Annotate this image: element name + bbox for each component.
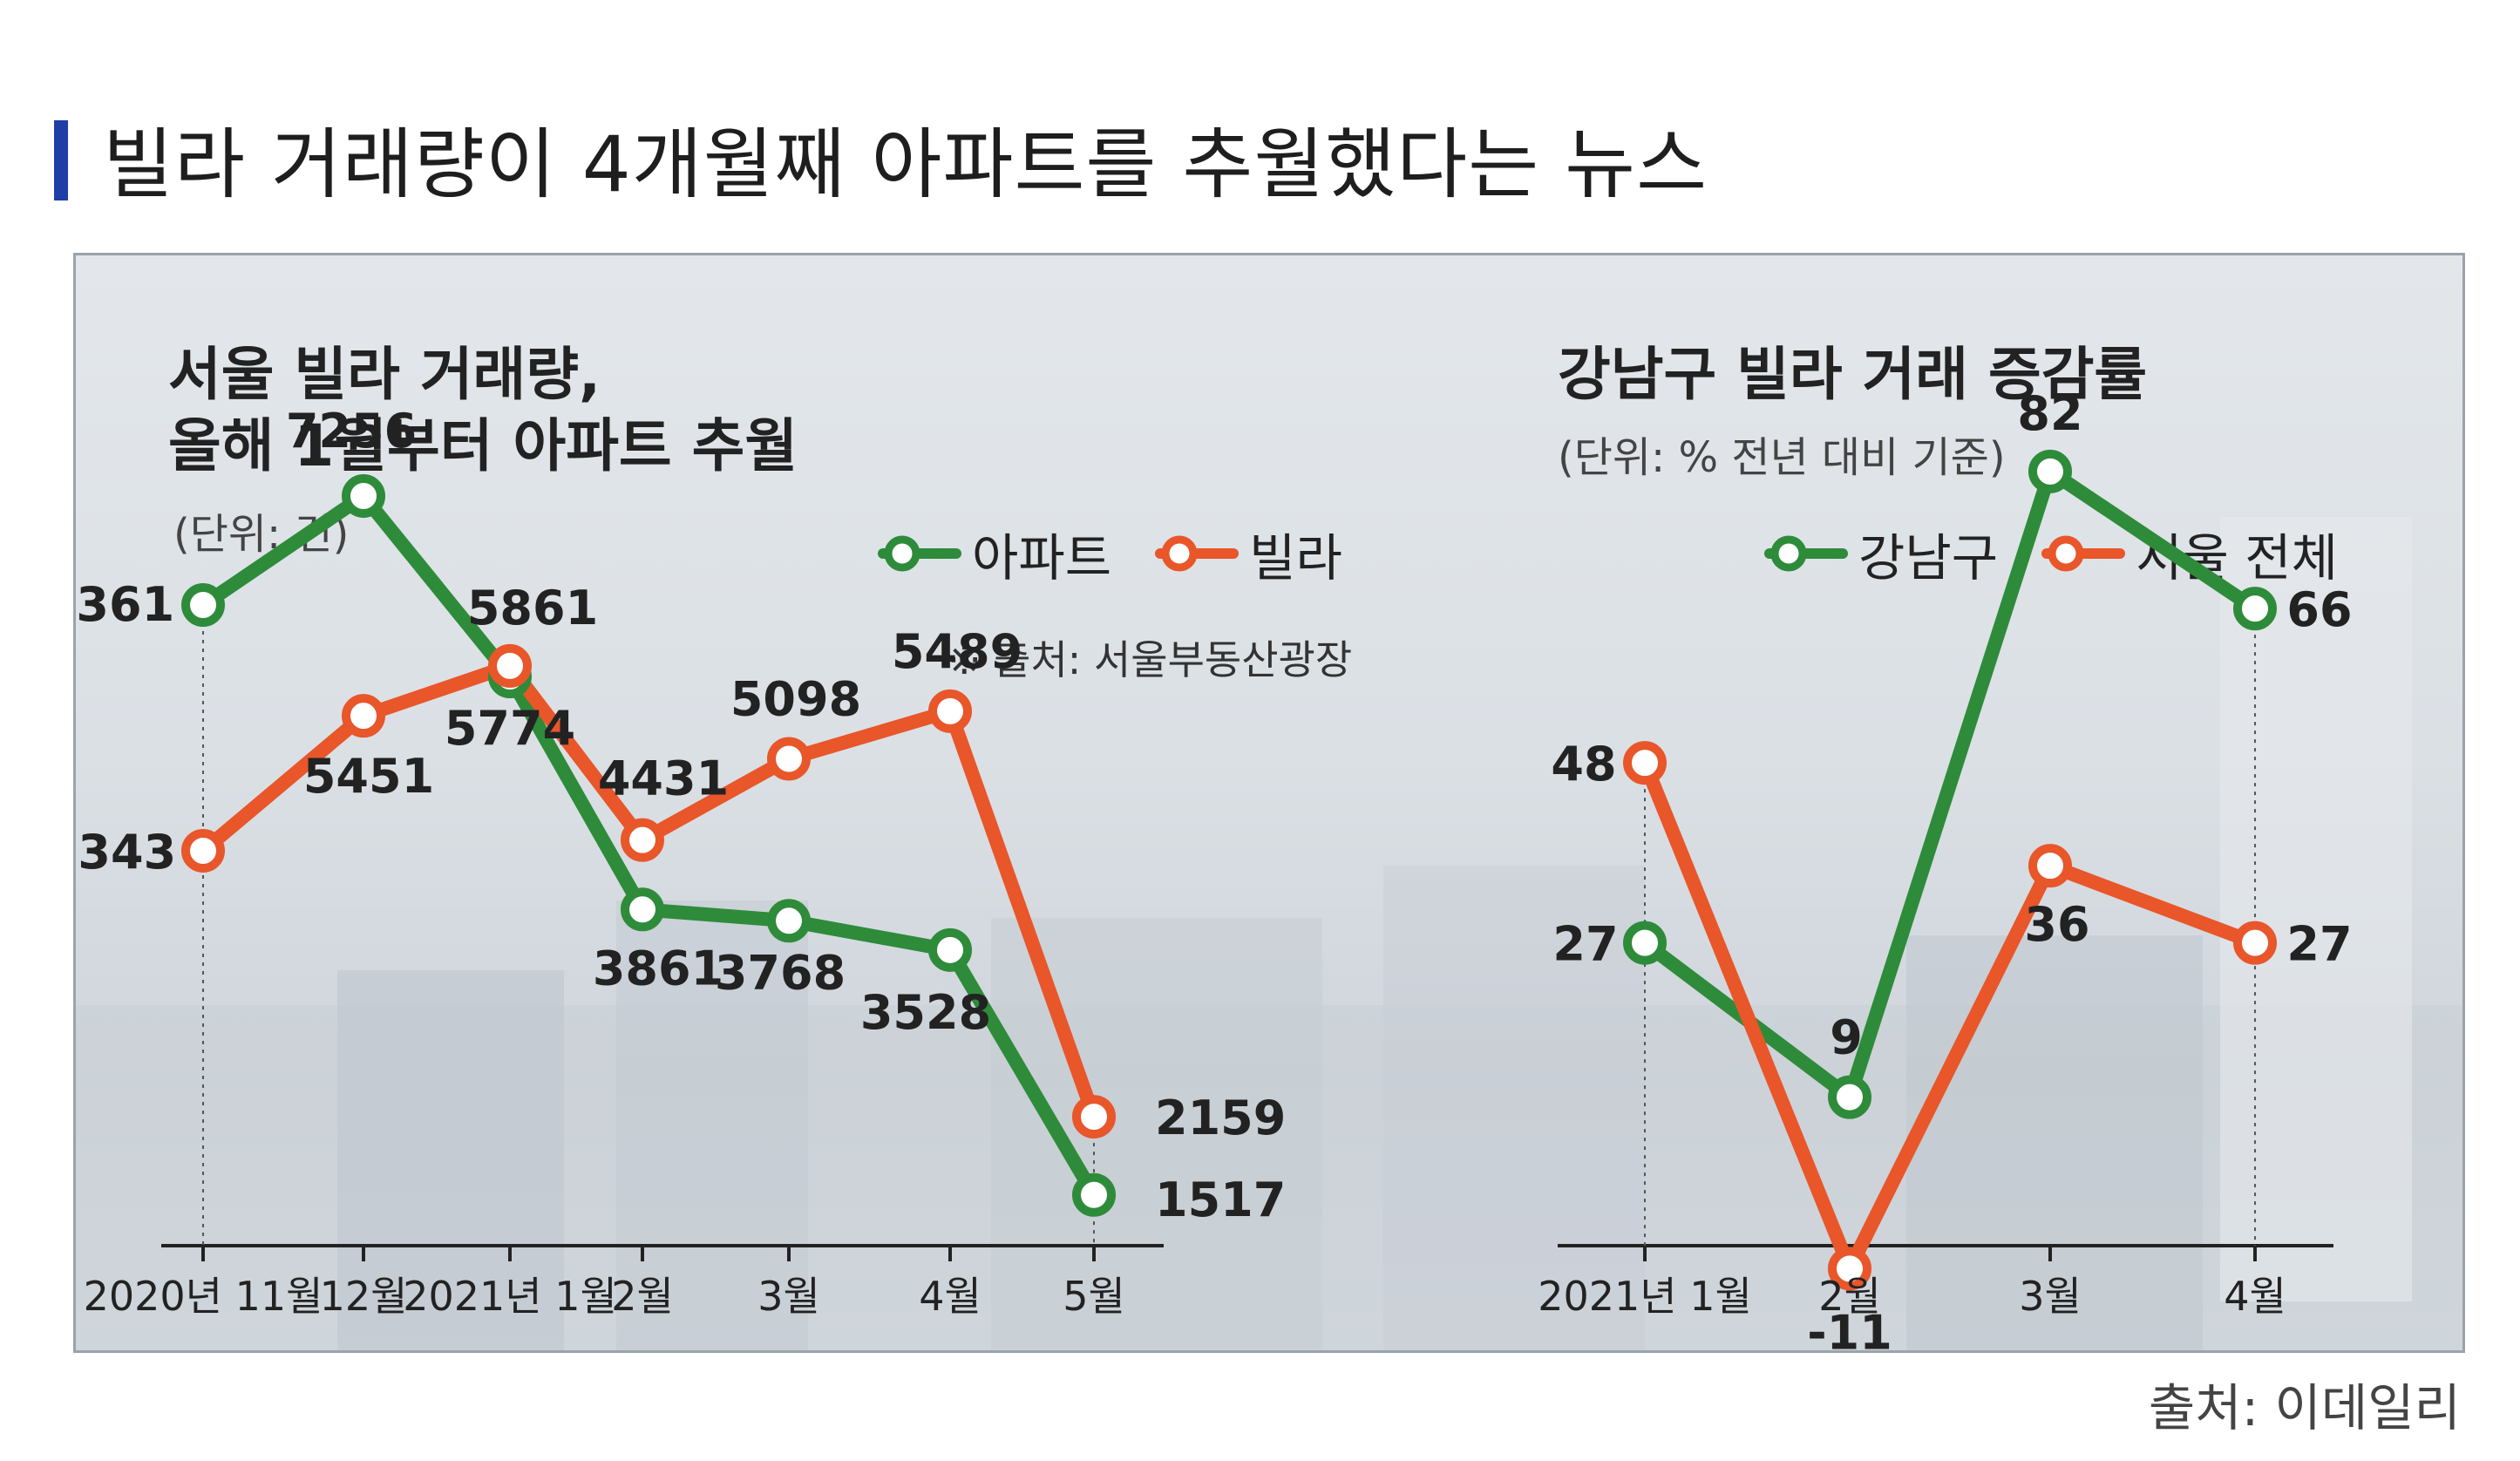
chart2-point-0 bbox=[2028, 449, 2072, 493]
chart1-title-line1: 서울 빌라 거래량, bbox=[168, 341, 601, 408]
chart2-point-0 bbox=[1623, 921, 1667, 965]
chart2-point-1 bbox=[2233, 921, 2277, 965]
chart2-x-tick-label: 2021년 1월 bbox=[1538, 1273, 1752, 1320]
chart2-x-tick-label: 2월 bbox=[1818, 1273, 1881, 1320]
chart1-point-0 bbox=[621, 887, 664, 932]
chart1-x-tick-label: 2020년 11월 bbox=[84, 1273, 323, 1320]
chart1-legend-label-villa: 빌라 bbox=[1249, 528, 1342, 588]
chart1-data-label: 3768 bbox=[715, 945, 846, 1000]
chart2-data-label: -11 bbox=[1807, 1305, 1892, 1350]
chart2-legend: 강남구 서울 전체 bbox=[1763, 517, 2380, 590]
chart1-data-label: 7256 bbox=[286, 404, 417, 459]
chart2-point-1 bbox=[1828, 1247, 1871, 1291]
chart2-data-label: 66 bbox=[2286, 582, 2352, 637]
chart2-legend-label-gangnam: 강남구 bbox=[1858, 528, 1999, 588]
chart1-legend: 아파트 빌라 bbox=[876, 517, 1384, 590]
chart1-x-tick-label: 12월 bbox=[320, 1273, 408, 1320]
chart1-point-0 bbox=[181, 583, 225, 628]
chart1-point-0 bbox=[342, 474, 385, 518]
chart2-legend-item-gangnam: 강남구 bbox=[1763, 517, 1998, 590]
chart2-unit: (단위: % 전년 대비 기준) bbox=[1558, 433, 2006, 482]
chart1-point-0 bbox=[1072, 1172, 1116, 1217]
chart1-point-1 bbox=[342, 694, 385, 738]
chart1-point-1 bbox=[621, 818, 664, 862]
chart1-point-1 bbox=[928, 689, 972, 733]
chart2-x-tick-label: 3월 bbox=[2019, 1273, 2082, 1320]
chart2-point-1 bbox=[2028, 844, 2072, 888]
chart2-data-label: 27 bbox=[1552, 917, 1618, 972]
chart1-source-note: ※ 출처: 서울부동산광장 bbox=[948, 636, 1353, 683]
chart2-point-0 bbox=[1828, 1075, 1871, 1119]
chart1-x-tick-label: 4월 bbox=[919, 1273, 982, 1320]
chart1-data-label: 5774 bbox=[445, 701, 575, 756]
chart1-data-label: 2159 bbox=[1155, 1091, 1286, 1145]
legend-swatch-seoul-icon bbox=[2041, 535, 2126, 572]
chart1-x-tick-label: 3월 bbox=[757, 1273, 820, 1320]
chart1-legend-label-apartment: 아파트 bbox=[972, 528, 1112, 588]
chart1-point-1 bbox=[488, 643, 532, 688]
chart1-legend-item-villa: 빌라 bbox=[1153, 517, 1342, 590]
title-accent-bar bbox=[54, 120, 68, 200]
legend-swatch-apartment-icon bbox=[878, 535, 961, 572]
chart2-data-label: 82 bbox=[2017, 386, 2082, 441]
chart1-data-label: 4431 bbox=[598, 751, 729, 806]
background-buildings-image bbox=[76, 517, 2462, 1350]
chart1-point-0 bbox=[928, 928, 972, 972]
chart1-data-label: 4343 bbox=[76, 825, 176, 880]
chart1-data-label: 5861 bbox=[467, 581, 598, 635]
chart1-data-label: 1517 bbox=[1155, 1172, 1286, 1227]
chart1-data-label: 5489 bbox=[892, 624, 1022, 679]
chart1-point-1 bbox=[767, 737, 811, 781]
chart1-x-tick-label: 2021년 1월 bbox=[403, 1273, 617, 1320]
chart1-point-1 bbox=[1072, 1095, 1116, 1139]
chart2-point-0 bbox=[2233, 587, 2277, 631]
chart2-data-label: 27 bbox=[2286, 917, 2352, 972]
chart1-data-label: 3528 bbox=[860, 985, 991, 1040]
chart1-point-1 bbox=[181, 828, 225, 873]
chart2-title: 강남구 빌라 거래 증감률 bbox=[1558, 341, 2148, 408]
chart2-series-line-1 bbox=[1638, 756, 2262, 1276]
chart1-x-tick-label: 5월 bbox=[1063, 1273, 1125, 1320]
chart1-legend-item-apartment: 아파트 bbox=[876, 517, 1111, 590]
page-source: 출처: 이데일리 bbox=[2148, 1378, 2461, 1437]
chart2-x-tick-label: 4월 bbox=[2224, 1273, 2286, 1320]
chart1-title-line2: 올해 1월부터 아파트 추월 bbox=[168, 412, 798, 479]
chart2-data-label: 48 bbox=[1551, 737, 1616, 792]
chart2-data-label: 36 bbox=[2024, 897, 2089, 952]
chart1-point-0 bbox=[767, 899, 811, 943]
chart1-data-label: 6361 bbox=[76, 577, 174, 632]
chart2-point-1 bbox=[1623, 741, 1667, 785]
chart1-data-label: 3861 bbox=[593, 941, 723, 996]
page-title: 빌라 거래량이 4개월째 아파트를 추월했다는 뉴스 bbox=[103, 119, 1708, 209]
chart1-data-label: 5451 bbox=[303, 749, 434, 804]
legend-swatch-gangnam-icon bbox=[1764, 535, 1848, 572]
legend-swatch-villa-icon bbox=[1155, 535, 1240, 572]
chart1-x-tick-label: 2월 bbox=[611, 1273, 674, 1320]
chart2-data-label: 9 bbox=[1830, 1010, 1863, 1065]
chart1-data-label: 5098 bbox=[730, 671, 861, 726]
chart-panel: 서울 빌라 거래량, 올해 1월부터 아파트 추월 (단위: 건) ※ 출처: … bbox=[73, 253, 2465, 1353]
